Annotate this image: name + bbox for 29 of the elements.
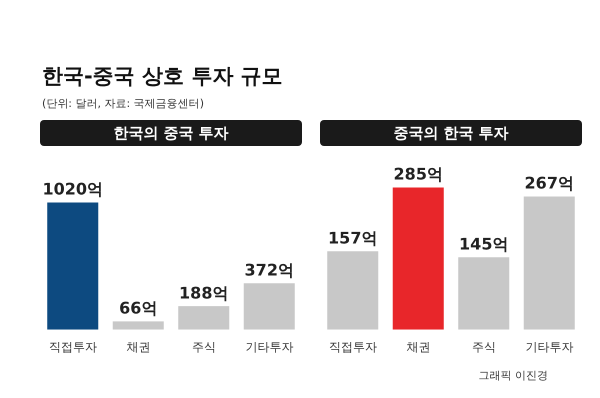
bar [244, 283, 295, 330]
x-tick-label: 직접투자 [328, 340, 377, 354]
data-label: 1020억 [42, 180, 104, 199]
bar [327, 251, 378, 330]
data-label: 157억 [328, 228, 378, 248]
data-label: 145억 [459, 234, 508, 254]
x-tick-label: 직접투자 [48, 340, 97, 354]
data-label: 267억 [524, 174, 574, 193]
bar [392, 187, 444, 330]
x-tick-label: 주식 [472, 340, 496, 354]
chart-title: 한국의 중국 투자 [40, 120, 302, 146]
text: (단위: 달러, 자료: 국제금융센터) [42, 96, 204, 111]
data-label: 285억 [394, 164, 443, 184]
bar [458, 257, 510, 330]
x-tick-label: 기타투자 [525, 340, 574, 354]
text: 그래픽 이진경 [478, 368, 548, 383]
x-tick-label: 주식 [192, 340, 216, 354]
x-tick-label: 기타투자 [245, 340, 294, 354]
data-label: 372억 [244, 260, 294, 280]
x-tick-label: 채권 [406, 340, 430, 354]
data-label: 66억 [119, 298, 158, 318]
bar [178, 306, 230, 330]
bar [112, 321, 164, 330]
bar [524, 196, 575, 330]
data-label: 188억 [179, 283, 228, 302]
x-tick-label: 채권 [126, 340, 150, 354]
text: 한국-중국 상호 투자 규모 [42, 63, 283, 90]
chart-title: 중국의 한국 투자 [320, 120, 582, 146]
bar [47, 202, 98, 330]
